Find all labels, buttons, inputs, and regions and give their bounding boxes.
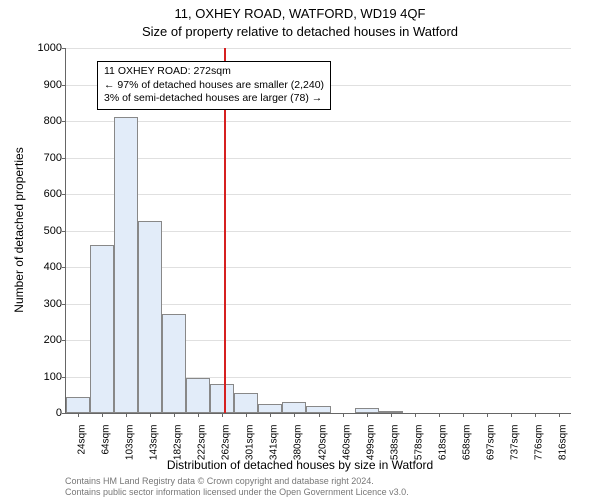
- info-line-larger: 3% of semi-detached houses are larger (7…: [104, 92, 324, 106]
- x-tick-mark: [343, 413, 344, 417]
- y-tick-label: 200: [44, 334, 62, 346]
- y-tick-mark: [62, 48, 66, 49]
- histogram-bar: [138, 221, 162, 413]
- x-tick-label: 618sqm: [437, 425, 448, 461]
- x-tick-label: 499sqm: [365, 425, 376, 461]
- y-tick-mark: [62, 413, 66, 414]
- y-tick-mark: [62, 158, 66, 159]
- info-annotation-box: 11 OXHEY ROAD: 272sqm ← 97% of detached …: [97, 61, 331, 110]
- x-tick-label: 301sqm: [245, 425, 256, 461]
- y-tick-mark: [62, 340, 66, 341]
- x-tick-label: 262sqm: [221, 425, 232, 461]
- x-tick-mark: [535, 413, 536, 417]
- x-tick-label: 538sqm: [389, 425, 400, 461]
- y-tick-mark: [62, 194, 66, 195]
- x-tick-label: 222sqm: [197, 425, 208, 461]
- chart-title-sub: Size of property relative to detached ho…: [0, 24, 600, 39]
- histogram-bar: [66, 397, 90, 413]
- x-tick-mark: [78, 413, 79, 417]
- y-tick-label: 1000: [38, 42, 62, 54]
- x-tick-label: 420sqm: [317, 425, 328, 461]
- y-tick-mark: [62, 304, 66, 305]
- x-tick-mark: [222, 413, 223, 417]
- chart-title-main: 11, OXHEY ROAD, WATFORD, WD19 4QF: [0, 6, 600, 21]
- x-tick-label: 776sqm: [533, 425, 544, 461]
- x-tick-label: 143sqm: [149, 425, 160, 461]
- x-tick-mark: [391, 413, 392, 417]
- histogram-bar: [258, 404, 282, 413]
- x-tick-mark: [198, 413, 199, 417]
- x-tick-mark: [511, 413, 512, 417]
- x-tick-label: 697sqm: [485, 425, 496, 461]
- x-tick-mark: [246, 413, 247, 417]
- y-tick-label: 800: [44, 115, 62, 127]
- y-tick-label: 300: [44, 298, 62, 310]
- histogram-bar: [162, 314, 186, 413]
- gridline: [66, 48, 571, 49]
- x-tick-label: 64sqm: [101, 425, 112, 455]
- histogram-bar: [114, 117, 138, 413]
- x-tick-mark: [126, 413, 127, 417]
- x-tick-mark: [439, 413, 440, 417]
- histogram-bar: [234, 393, 258, 413]
- x-tick-mark: [150, 413, 151, 417]
- x-tick-label: 103sqm: [125, 425, 136, 461]
- histogram-bar: [186, 378, 210, 413]
- x-tick-label: 341sqm: [269, 425, 280, 461]
- histogram-bar: [90, 245, 114, 413]
- x-tick-label: 737sqm: [509, 425, 520, 461]
- y-tick-mark: [62, 377, 66, 378]
- y-tick-mark: [62, 85, 66, 86]
- y-tick-mark: [62, 267, 66, 268]
- gridline: [66, 194, 571, 195]
- info-line-smaller: ← 97% of detached houses are smaller (2,…: [104, 79, 324, 93]
- x-tick-mark: [559, 413, 560, 417]
- y-tick-mark: [62, 231, 66, 232]
- x-tick-mark: [102, 413, 103, 417]
- gridline: [66, 158, 571, 159]
- info-line-property: 11 OXHEY ROAD: 272sqm: [104, 65, 324, 79]
- x-tick-mark: [174, 413, 175, 417]
- x-tick-mark: [294, 413, 295, 417]
- histogram-bar: [282, 402, 306, 413]
- x-tick-mark: [367, 413, 368, 417]
- x-tick-label: 658sqm: [461, 425, 472, 461]
- y-tick-label: 100: [44, 371, 62, 383]
- x-tick-label: 380sqm: [293, 425, 304, 461]
- copyright-line2: Contains public sector information licen…: [65, 487, 409, 498]
- y-tick-label: 500: [44, 225, 62, 237]
- x-axis-label: Distribution of detached houses by size …: [0, 458, 600, 472]
- y-axis-label: Number of detached properties: [12, 147, 26, 312]
- y-tick-label: 600: [44, 188, 62, 200]
- copyright-text: Contains HM Land Registry data © Crown c…: [65, 476, 409, 498]
- y-tick-label: 700: [44, 152, 62, 164]
- x-tick-label: 816sqm: [557, 425, 568, 461]
- y-tick-label: 900: [44, 79, 62, 91]
- histogram-bar: [210, 384, 234, 413]
- x-tick-mark: [463, 413, 464, 417]
- x-tick-label: 578sqm: [413, 425, 424, 461]
- copyright-line1: Contains HM Land Registry data © Crown c…: [65, 476, 409, 487]
- y-tick-label: 400: [44, 261, 62, 273]
- histogram-chart: 11, OXHEY ROAD, WATFORD, WD19 4QF Size o…: [0, 0, 600, 500]
- x-tick-mark: [319, 413, 320, 417]
- x-tick-label: 24sqm: [77, 425, 88, 455]
- y-tick-mark: [62, 121, 66, 122]
- x-tick-mark: [270, 413, 271, 417]
- gridline: [66, 121, 571, 122]
- x-tick-mark: [415, 413, 416, 417]
- x-tick-label: 460sqm: [341, 425, 352, 461]
- x-tick-label: 182sqm: [173, 425, 184, 461]
- x-tick-mark: [487, 413, 488, 417]
